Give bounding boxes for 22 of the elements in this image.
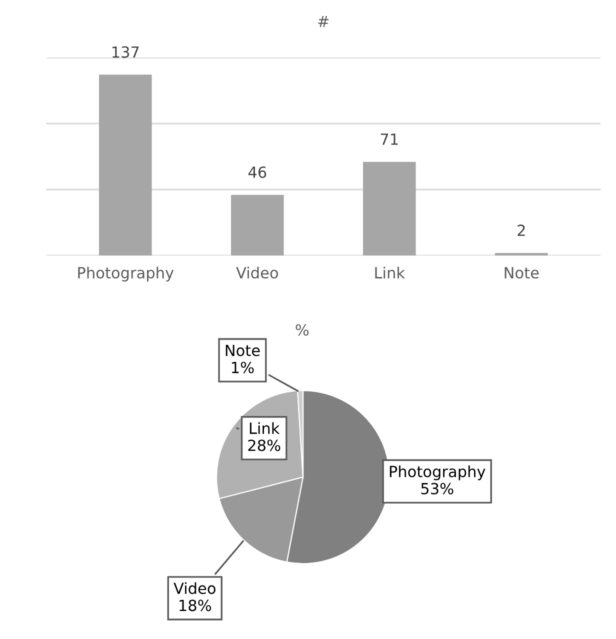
x-tick-label: Photography bbox=[78, 266, 174, 282]
data-label: 2 bbox=[518, 224, 525, 236]
data-label: 18% bbox=[180, 600, 212, 612]
chart-title: % bbox=[296, 324, 309, 336]
data-label: 137 bbox=[112, 46, 139, 58]
slice-label: Video bbox=[174, 582, 216, 594]
x-tick-label: Link bbox=[375, 266, 405, 278]
data-label: 53% bbox=[421, 482, 454, 494]
data-label: 71 bbox=[380, 134, 398, 145]
bar bbox=[495, 252, 548, 256]
data-label: 1% bbox=[232, 362, 254, 374]
data-label: 28% bbox=[248, 440, 280, 452]
bar bbox=[231, 194, 284, 256]
slice-label: Photography bbox=[390, 465, 486, 480]
bar bbox=[363, 162, 416, 256]
slice-label: Note bbox=[226, 344, 260, 356]
x-tick-label: Note bbox=[504, 267, 539, 279]
slice-label: Link bbox=[250, 422, 280, 434]
chart-title: # bbox=[318, 16, 329, 27]
x-tick-label: Video bbox=[236, 266, 278, 279]
bar bbox=[99, 74, 152, 256]
data-label: 46 bbox=[248, 166, 266, 178]
